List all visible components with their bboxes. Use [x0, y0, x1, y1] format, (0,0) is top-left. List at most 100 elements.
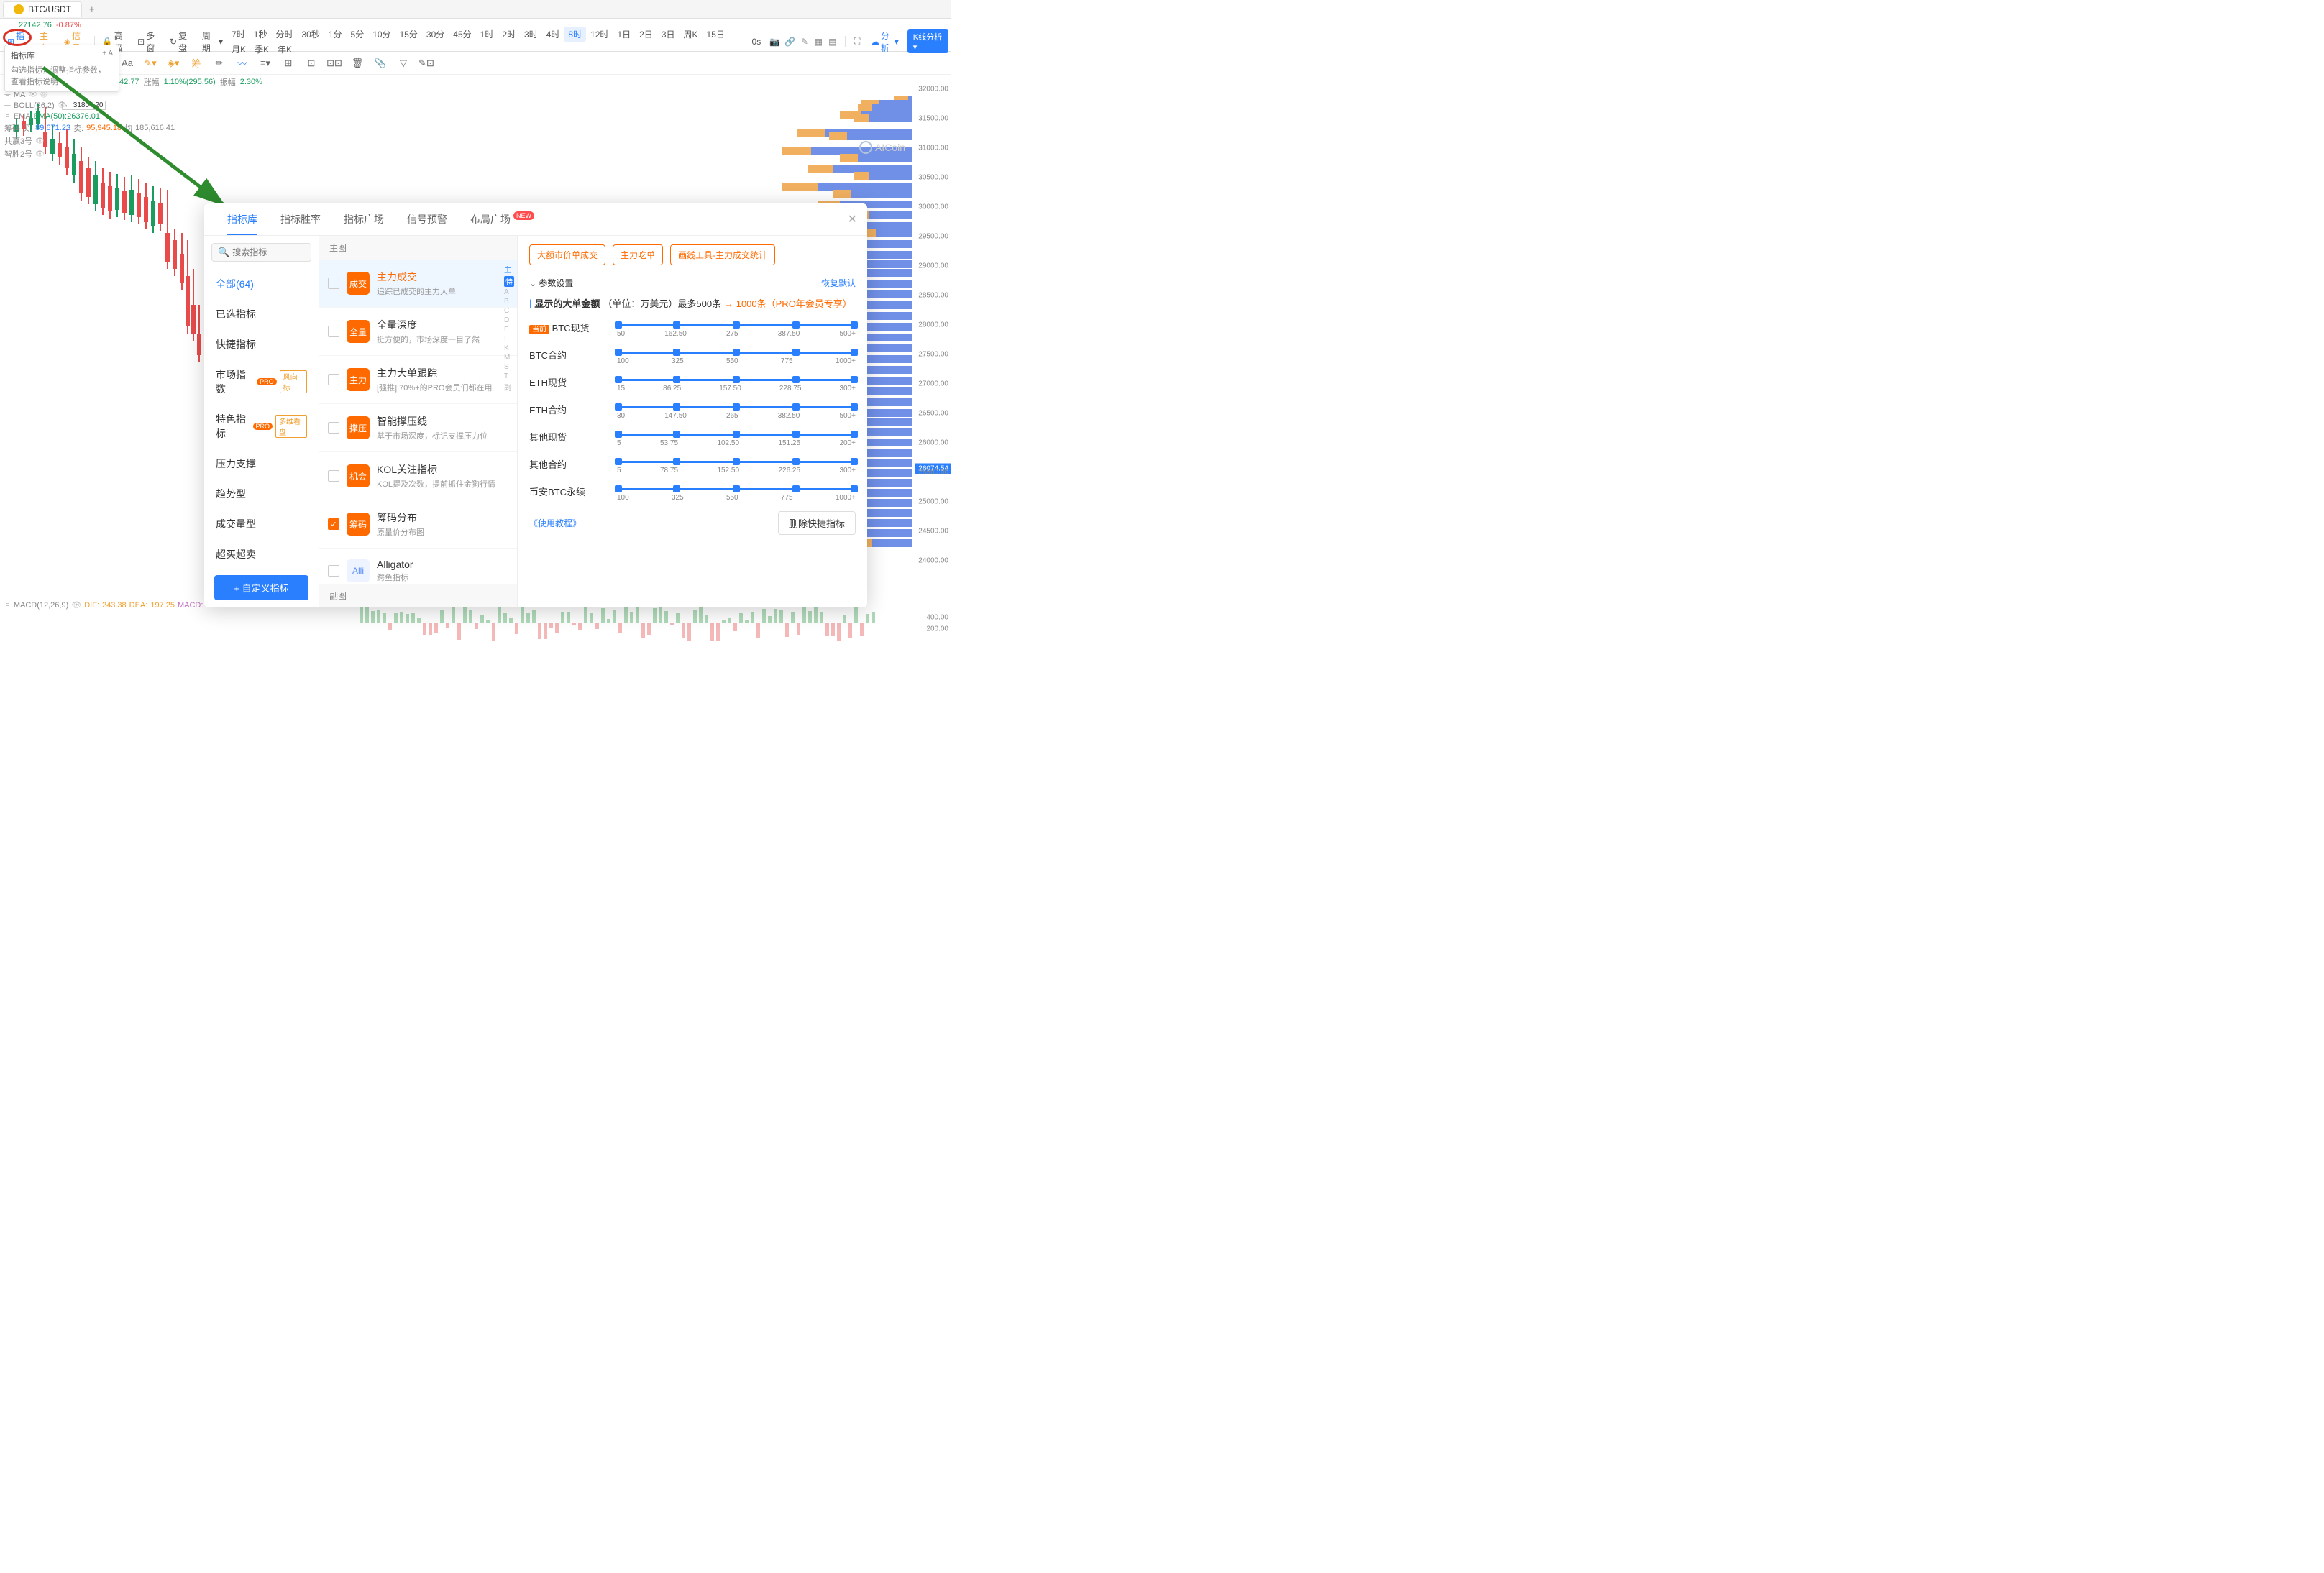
- slider-track[interactable]: 1003255507751000+: [617, 347, 856, 362]
- tool-fib-icon[interactable]: ≡▾: [259, 57, 272, 70]
- tool-dup-icon[interactable]: ⊡⊡: [328, 57, 341, 70]
- category-item[interactable]: 超买超卖: [204, 539, 319, 568]
- interval-1分[interactable]: 1分: [324, 27, 347, 42]
- tool-filter-icon[interactable]: ▽: [397, 57, 410, 70]
- category-item[interactable]: 快捷指标: [204, 329, 319, 359]
- interval-2日[interactable]: 2日: [635, 27, 657, 42]
- indicator-checkbox[interactable]: [328, 374, 339, 385]
- tool-attach-icon[interactable]: 📎: [374, 57, 387, 70]
- tool-note-icon[interactable]: ✎⊡: [420, 57, 433, 70]
- tutorial-link[interactable]: 《使用教程》: [529, 517, 581, 529]
- indicator-checkbox[interactable]: [328, 326, 339, 337]
- indicator-desc: KOL提及次数，提前抓住金狗行情: [377, 478, 508, 490]
- indicator-checkbox[interactable]: ✓: [328, 518, 339, 530]
- pro-link[interactable]: → 1000条（PRO年会员专享）: [724, 296, 852, 310]
- interval-周K[interactable]: 周K: [680, 27, 703, 42]
- indicator-item[interactable]: 全量 全量深度 挺方便的，市场深度一目了然: [319, 308, 517, 356]
- interval-12时[interactable]: 12时: [586, 27, 613, 42]
- fullscreen-icon[interactable]: ⛶: [852, 36, 861, 47]
- delete-quick-button[interactable]: 删除快捷指标: [778, 511, 856, 535]
- category-item[interactable]: 市场指数PRO风向标: [204, 359, 319, 404]
- category-item[interactable]: 压力支撑: [204, 449, 319, 479]
- interval-8时[interactable]: 8时: [564, 27, 586, 42]
- interval-30分[interactable]: 30分: [422, 27, 449, 42]
- edit-icon[interactable]: ✎: [800, 36, 809, 47]
- interval-5分[interactable]: 5分: [347, 27, 369, 42]
- indicator-item[interactable]: ✓ 筹码 筹码分布 原量价分布图: [319, 500, 517, 549]
- indicator-item[interactable]: 主力 主力大单跟踪 [强推] 70%+的PRO会员们都在用: [319, 356, 517, 404]
- interval-30秒[interactable]: 30秒: [297, 27, 324, 42]
- category-item[interactable]: 已选指标: [204, 299, 319, 329]
- slider-track[interactable]: 578.75152.50226.25300+: [617, 457, 856, 471]
- indicator-item[interactable]: 成交 主力成交 追踪已成交的主力大单: [319, 260, 517, 308]
- search-box[interactable]: 🔍: [211, 243, 311, 262]
- add-tab-button[interactable]: +: [82, 4, 102, 14]
- quick-button[interactable]: 画线工具-主力成交统计: [670, 244, 775, 265]
- interval-1秒[interactable]: 1秒: [250, 27, 272, 42]
- indicator-checkbox[interactable]: [328, 278, 339, 289]
- multi-menu[interactable]: ⊡ 多窗: [133, 28, 165, 55]
- price-tick: 24000.00: [918, 557, 948, 565]
- custom-indicator-button[interactable]: + 自定义指标: [214, 575, 308, 600]
- interval-15分[interactable]: 15分: [395, 27, 422, 42]
- modal-tab-4[interactable]: 布局广场NEW: [459, 203, 546, 235]
- modal-close-button[interactable]: ✕: [848, 212, 857, 226]
- tool-trash-icon[interactable]: 🗑: [351, 57, 364, 70]
- slider-track[interactable]: 553.75102.50151.25200+: [617, 429, 856, 444]
- interval-分时[interactable]: 分时: [271, 27, 297, 42]
- analysis-button[interactable]: ☁ 分析 ▾: [866, 28, 903, 55]
- tool-wave-icon[interactable]: 〰: [236, 57, 249, 70]
- tool-save-icon[interactable]: ⊞: [282, 57, 295, 70]
- interval-1时[interactable]: 1时: [476, 27, 498, 42]
- indicator-icon: 撑压: [347, 416, 370, 439]
- k-analysis-button[interactable]: K线分析 ▾: [907, 29, 948, 53]
- interval-7时[interactable]: 7时: [227, 27, 250, 42]
- slider-track[interactable]: 1003255507751000+: [617, 484, 856, 498]
- interval-年K[interactable]: 年K: [273, 42, 296, 57]
- interval-1日[interactable]: 1日: [613, 27, 635, 42]
- interval-10分[interactable]: 10分: [368, 27, 395, 42]
- interval-月K[interactable]: 月K: [227, 42, 250, 57]
- alpha-index[interactable]: 主特ABCDEIKMST副: [504, 264, 514, 393]
- replay-menu[interactable]: ↻ 复盘: [165, 28, 198, 55]
- slider-track[interactable]: 50162.50275387.50500+: [617, 320, 856, 334]
- param-label: 参数设置: [539, 278, 573, 288]
- interval-3日[interactable]: 3日: [657, 27, 680, 42]
- interval-3时[interactable]: 3时: [520, 27, 542, 42]
- indicator-checkbox[interactable]: [328, 565, 339, 577]
- indicator-checkbox[interactable]: [328, 470, 339, 482]
- link-icon[interactable]: 🔗: [784, 36, 795, 47]
- pair-tab[interactable]: BTC/USDT: [3, 1, 82, 17]
- interval-季K[interactable]: 季K: [250, 42, 273, 57]
- indicator-checkbox[interactable]: [328, 422, 339, 434]
- indicator-desc: 原量价分布图: [377, 526, 508, 538]
- category-item[interactable]: 趋势型: [204, 479, 319, 509]
- search-input[interactable]: [232, 247, 305, 257]
- category-item[interactable]: 全部(64): [204, 269, 319, 299]
- modal-tab-2[interactable]: 指标广场: [332, 203, 395, 235]
- interval-45分[interactable]: 45分: [449, 27, 475, 42]
- period-menu[interactable]: 周期 ▾: [198, 28, 227, 55]
- interval-2时[interactable]: 2时: [498, 27, 520, 42]
- indicator-item[interactable]: 机会 KOL关注指标 KOL提及次数，提前抓住金狗行情: [319, 452, 517, 500]
- quick-button[interactable]: 主力吃单: [613, 244, 663, 265]
- grid-icon[interactable]: ▦: [814, 36, 823, 47]
- slider-track[interactable]: 30147.50265382.50500+: [617, 402, 856, 416]
- indicator-item[interactable]: 撑压 智能撑压线 基于市场深度，标记支撑压力位: [319, 404, 517, 452]
- interval-15日[interactable]: 15日: [703, 27, 729, 42]
- price-tick: 30500.00: [918, 174, 948, 182]
- modal-tab-1[interactable]: 指标胜率: [269, 203, 332, 235]
- layers-icon[interactable]: ▤: [828, 36, 837, 47]
- modal-tab-3[interactable]: 信号预警: [395, 203, 459, 235]
- reset-button[interactable]: 恢复默认: [821, 277, 856, 289]
- category-item[interactable]: 特色指标PRO多维看盘: [204, 404, 319, 449]
- modal-tab-0[interactable]: 指标库: [216, 203, 269, 235]
- indicator-icon: Alli: [347, 559, 370, 582]
- camera-icon[interactable]: 📷: [769, 36, 780, 47]
- tool-copy-icon[interactable]: ⊡: [305, 57, 318, 70]
- slider-track[interactable]: 1586.25157.50228.75300+: [617, 375, 856, 389]
- quick-button[interactable]: 大额市价单成交: [529, 244, 605, 265]
- category-item[interactable]: 成交量型: [204, 509, 319, 539]
- interval-4时[interactable]: 4时: [542, 27, 564, 42]
- indicator-item[interactable]: Alli Alligator 鳄鱼指标: [319, 549, 517, 584]
